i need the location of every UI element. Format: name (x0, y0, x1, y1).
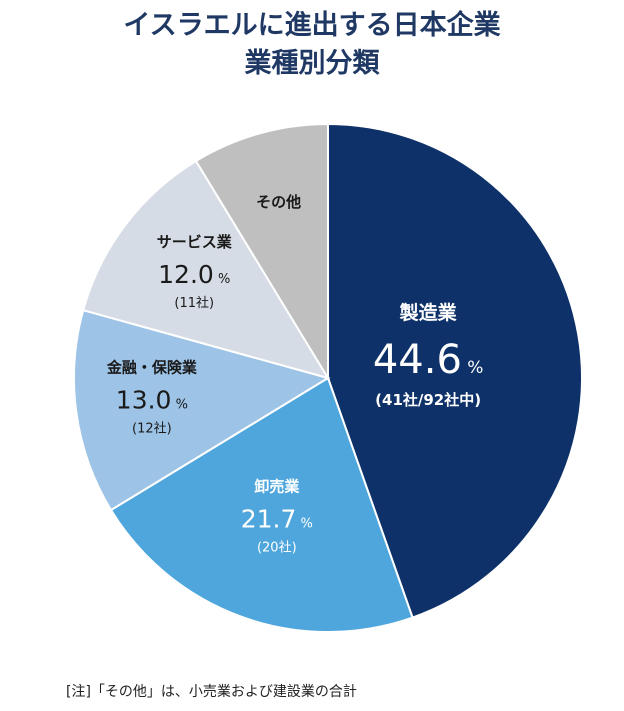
slice-percent-value-0: 44.6 (373, 337, 462, 383)
slice-label-2: 金融・保険業 (106, 358, 198, 376)
slice-percent-unit-2: % (171, 397, 188, 412)
slice-percent-0: 44.6 % (373, 337, 484, 383)
slice-count-1: (20社) (257, 540, 297, 556)
slice-percent-unit-3: % (214, 272, 231, 287)
slice-label-4: その他 (256, 193, 301, 211)
slice-label-0: 製造業 (399, 301, 458, 324)
slice-count-0: (41社/92社中) (375, 391, 481, 409)
slice-percent-1: 21.7 % (241, 505, 313, 534)
footnote: [注]「その他」は、小売業および建設業の合計 (66, 684, 357, 700)
chart-title-line2: 業種別分類 (244, 48, 380, 79)
slice-percent-value-2: 13.0 (116, 385, 172, 414)
slice-percent-2: 13.0 % (116, 385, 188, 414)
slice-label-3: サービス業 (157, 233, 233, 251)
pie-slice-0 (327, 122, 583, 619)
slice-percent-unit-1: % (296, 517, 313, 532)
slice-count-3: (11社) (174, 295, 214, 311)
slice-percent-value-3: 12.0 (158, 260, 214, 289)
pie-slice-2 (73, 308, 331, 512)
pie-slice-1 (109, 376, 414, 633)
slice-label-1: 卸売業 (254, 478, 300, 496)
slice-percent-unit-0: % (462, 358, 484, 378)
slice-percent-value-1: 21.7 (241, 505, 297, 534)
pie-slice-3 (81, 159, 331, 380)
pie-slice-4 (194, 122, 329, 382)
slice-percent-3: 12.0 % (158, 260, 230, 289)
slice-count-2: (12社) (132, 420, 172, 436)
chart-title-line1: イスラエルに進出する日本企業 (123, 10, 501, 41)
